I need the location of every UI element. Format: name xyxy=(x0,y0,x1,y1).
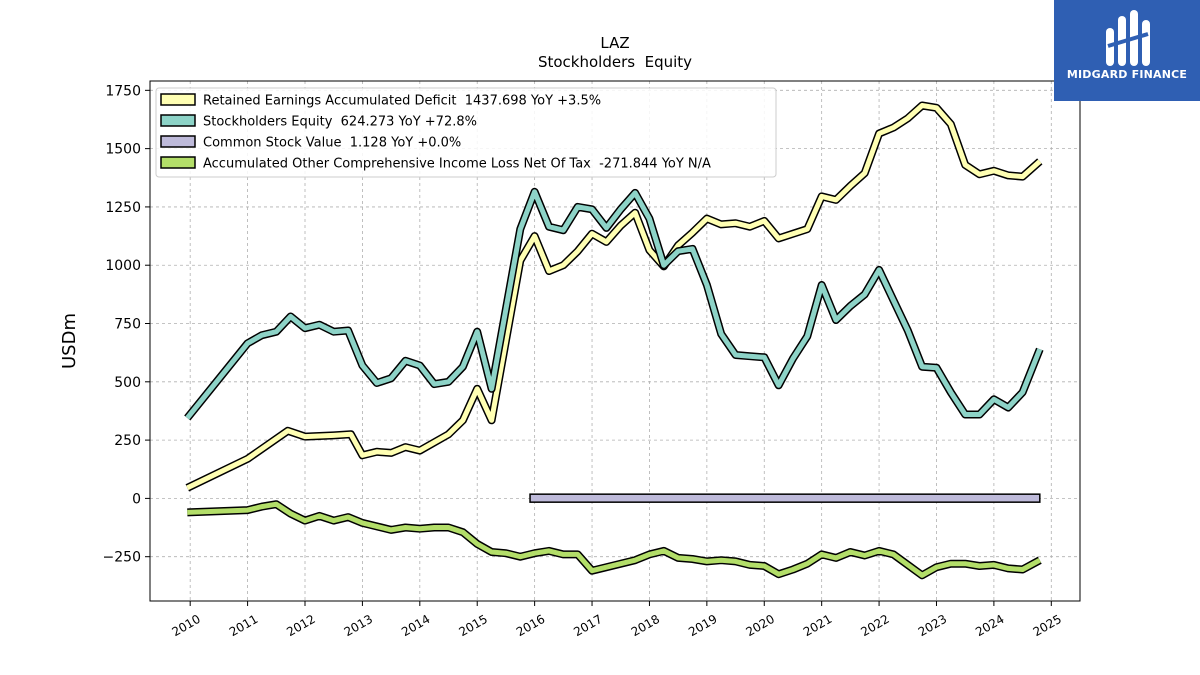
x-tick-label: 2015 xyxy=(456,612,489,639)
x-tick-label: 2021 xyxy=(801,612,834,639)
x-tick-label: 2025 xyxy=(1031,612,1064,639)
x-tick-label: 2017 xyxy=(571,612,604,639)
y-tick-label: 0 xyxy=(132,491,141,507)
x-tick-label: 2020 xyxy=(744,612,777,639)
x-tick-label: 2010 xyxy=(169,612,202,639)
legend-item: Retained Earnings Accumulated Deficit 14… xyxy=(160,93,601,109)
series-line-outline xyxy=(184,187,1044,421)
series-bar-common-stock xyxy=(529,493,1041,503)
legend-swatch xyxy=(160,114,196,127)
x-tick-label: 2014 xyxy=(399,612,432,639)
x-axis: 2010 2011 2012 2013 2014 2015 2016 2017 2018 2019… xyxy=(169,601,1064,639)
y-tick-label: 1000 xyxy=(105,258,141,274)
x-tick-label: 2013 xyxy=(342,612,375,639)
legend-item: Common Stock Value 1.128 YoY +0.0% xyxy=(160,135,461,151)
legend-label: Stockholders Equity 624.273 YoY +72.8% xyxy=(203,115,477,130)
x-tick-label: 2012 xyxy=(284,612,317,639)
legend-swatch xyxy=(160,135,196,148)
y-axis: −250 0 250 500 750 1000 1250 1500 1750 xyxy=(103,83,150,566)
x-tick-label: 2019 xyxy=(686,612,719,639)
series-line-stroke xyxy=(187,501,1041,578)
brand-name: MIDGARD FINANCE xyxy=(1066,68,1188,81)
brand-logo: MIDGARD FINANCE xyxy=(1054,0,1200,101)
y-tick-label: 750 xyxy=(114,317,141,333)
legend-label: Accumulated Other Comprehensive Income L… xyxy=(203,157,711,172)
legend-item: Stockholders Equity 624.273 YoY +72.8% xyxy=(160,114,477,130)
legend-box xyxy=(155,87,777,178)
brand-mark-icon xyxy=(1106,10,1150,66)
legend-label: Retained Earnings Accumulated Deficit 14… xyxy=(203,94,601,109)
series-layer xyxy=(184,101,1044,580)
y-tick-label: −250 xyxy=(103,550,141,566)
series-line xyxy=(187,500,1042,580)
y-tick-label: 1750 xyxy=(105,83,141,99)
x-tick-label: 2011 xyxy=(227,612,260,639)
y-tick-label: 250 xyxy=(114,433,141,449)
y-axis-label: USDm xyxy=(59,313,80,369)
y-tick-label: 1250 xyxy=(105,200,141,216)
x-tick-label: 2024 xyxy=(973,612,1006,639)
chart-subtitle: Stockholders Equity xyxy=(538,53,692,71)
legend-label: Common Stock Value 1.128 YoY +0.0% xyxy=(203,136,461,151)
x-tick-label: 2016 xyxy=(514,612,547,639)
series-line-stroke xyxy=(185,189,1043,420)
legend: Retained Earnings Accumulated Deficit 14… xyxy=(155,87,777,178)
series-line xyxy=(184,187,1044,421)
plot-frame xyxy=(149,80,1081,602)
chart-title: LAZ xyxy=(600,34,629,52)
x-tick-label: 2022 xyxy=(858,612,891,639)
y-tick-label: 500 xyxy=(114,375,141,391)
legend-item: Accumulated Other Comprehensive Income L… xyxy=(160,156,711,172)
y-tick-label: 1500 xyxy=(105,142,141,158)
legend-swatch xyxy=(160,156,196,169)
x-tick-label: 2023 xyxy=(916,612,949,639)
legend-swatch xyxy=(160,93,196,106)
x-tick-label: 2018 xyxy=(629,612,662,639)
